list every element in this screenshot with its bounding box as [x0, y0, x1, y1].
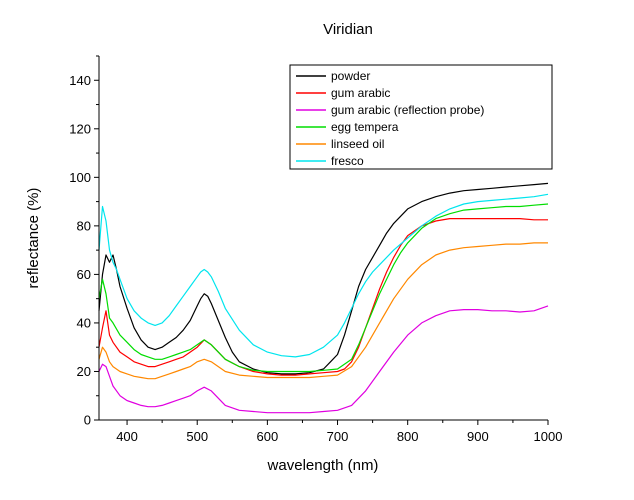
x-tick-label: 600 [257, 429, 279, 444]
legend-entry: fresco [331, 154, 364, 168]
legend-entry: gum arabic [331, 86, 390, 100]
x-tick-label: 900 [467, 429, 489, 444]
x-tick-label: 700 [327, 429, 349, 444]
legend-entry: linseed oil [331, 137, 384, 151]
plot-frame [98, 56, 548, 421]
x-tick-label: 400 [116, 429, 138, 444]
legend-entry: powder [331, 69, 370, 83]
y-tick-label: 40 [77, 315, 91, 330]
legend-box [289, 64, 553, 170]
x-tick-label: 800 [397, 429, 419, 444]
series-line-fresco [98, 193, 549, 358]
series-layer [98, 182, 549, 414]
series-line-gum-arabic-reflection-probe [98, 305, 549, 414]
x-tick-label: 500 [186, 429, 208, 444]
legend: powder gum arabic gum arabic (reflection p… [289, 64, 553, 170]
x-axis-ticks: 400 500 600 700 800 900 1000 [116, 420, 562, 444]
series-line-linseed-oil [98, 242, 548, 380]
y-tick-label: 20 [77, 364, 91, 379]
y-tick-label: 0 [84, 413, 91, 428]
legend-entry: egg tempera [331, 120, 399, 134]
y-tick-label: 80 [77, 218, 91, 233]
chart-title: Viridian [323, 21, 373, 38]
y-axis-ticks: 0 20 40 60 80 100 120 140 [69, 55, 99, 428]
y-tick-label: 60 [77, 267, 91, 282]
y-axis-label: reflectance (%) [25, 188, 42, 289]
y-tick-label: 100 [69, 170, 91, 185]
x-tick-label: 1000 [534, 429, 563, 444]
series-line-powder [98, 182, 549, 375]
x-axis-label: wavelength (nm) [267, 457, 379, 474]
y-tick-label: 120 [69, 121, 91, 136]
series-line-gum-arabic [98, 218, 548, 376]
y-tick-label: 140 [69, 73, 91, 88]
series-line-egg-tempera [98, 203, 549, 373]
legend-entry: gum arabic (reflection probe) [331, 103, 484, 117]
